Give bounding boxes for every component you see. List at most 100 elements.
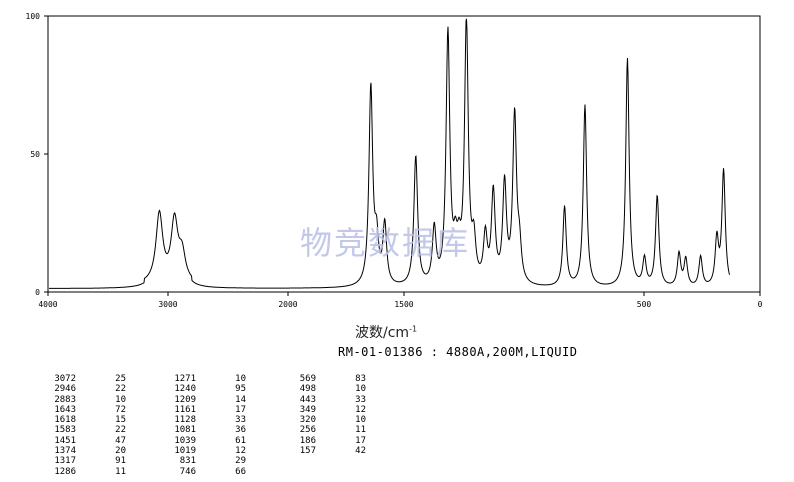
peak-table-row: 3072 25 (48, 374, 126, 384)
peak-table-row: 831 29 (168, 456, 246, 466)
peak-wavenumber: 443 (299, 394, 316, 405)
peak-table-row: 1286 11 (48, 467, 126, 477)
peak-intensity: 22 (115, 425, 126, 436)
peak-wavenumber: 1643 (54, 404, 76, 415)
spectrum-info: RM-01-01386 : 4880A,200M,LIQUID (338, 345, 578, 359)
peak-table-row: 1081 36 (168, 425, 246, 435)
peak-table-row: 157 42 (288, 446, 366, 456)
peak-wavenumber: 1317 (54, 456, 76, 467)
peak-wavenumber: 831 (179, 456, 196, 467)
peak-table-row: 349 12 (288, 405, 366, 415)
x-tick-label: 500 (637, 300, 652, 309)
peak-wavenumber: 1618 (54, 415, 76, 426)
peak-wavenumber: 1019 (174, 446, 196, 457)
peak-table-column-1: 3072 25 2946 22 2883 10 1643 72 1618 15 1583 22 1451… (48, 374, 126, 477)
spectrum-plot: 4000 3000 2000 1500 500 0 0 50 100 (26, 12, 763, 309)
peak-table-row: 1618 15 (48, 415, 126, 425)
peak-wavenumber: 256 (299, 425, 316, 436)
peak-wavenumber: 2946 (54, 384, 76, 395)
peak-table-row: 746 66 (168, 467, 246, 477)
peak-intensity: 15 (115, 415, 126, 426)
peak-table-row: 1019 12 (168, 446, 246, 456)
peak-table-row: 1643 72 (48, 405, 126, 415)
peak-wavenumber: 746 (179, 466, 196, 477)
axis-ticks: 4000 3000 2000 1500 500 0 0 50 100 (26, 12, 763, 309)
peak-table-column-2: 1271 10 1240 95 1209 14 1161 17 1128 33 1081 36 1039… (168, 374, 246, 477)
y-tick-label: 100 (26, 12, 41, 21)
peak-wavenumber: 1583 (54, 425, 76, 436)
x-tick-label: 3000 (158, 300, 177, 309)
y-tick-label: 0 (35, 288, 40, 297)
peak-intensity: 25 (115, 374, 126, 384)
peak-wavenumber: 1081 (174, 425, 196, 436)
peak-table-row: 569 83 (288, 374, 366, 384)
peak-table-row: 256 11 (288, 425, 366, 435)
peak-table-row: 1039 61 (168, 436, 246, 446)
peak-intensity: 17 (235, 404, 246, 415)
peak-table-row: 1374 20 (48, 446, 126, 456)
peak-wavenumber: 1128 (174, 415, 196, 426)
peak-wavenumber: 349 (299, 404, 316, 415)
peak-table-row: 186 17 (288, 436, 366, 446)
peak-wavenumber: 1240 (174, 384, 196, 395)
peak-intensity: 61 (235, 435, 246, 446)
peak-wavenumber: 3072 (54, 374, 76, 384)
peak-table-row: 2946 22 (48, 384, 126, 394)
peak-table-row: 320 10 (288, 415, 366, 425)
x-axis-label-superscript: -1 (409, 324, 418, 334)
peak-table-row: 498 10 (288, 384, 366, 394)
peak-table-row: 1583 22 (48, 425, 126, 435)
peak-wavenumber: 569 (299, 374, 316, 384)
peak-intensity: 47 (115, 435, 126, 446)
peak-wavenumber: 1451 (54, 435, 76, 446)
peak-intensity: 14 (235, 394, 246, 405)
peak-table-row: 443 33 (288, 395, 366, 405)
peak-table-row: 1209 14 (168, 395, 246, 405)
peak-intensity: 36 (235, 425, 246, 436)
peak-intensity: 33 (355, 394, 366, 405)
x-axis-label: 波数/cm-1 (355, 322, 417, 342)
peak-intensity: 10 (355, 415, 366, 426)
peak-intensity: 12 (235, 446, 246, 457)
peak-intensity: 83 (355, 374, 366, 384)
peak-wavenumber: 1209 (174, 394, 196, 405)
peak-intensity: 22 (115, 384, 126, 395)
peak-intensity: 91 (115, 456, 126, 467)
x-tick-label: 2000 (278, 300, 297, 309)
peak-wavenumber: 1161 (174, 404, 196, 415)
peak-intensity: 20 (115, 446, 126, 457)
peak-table-row: 1128 33 (168, 415, 246, 425)
peak-intensity: 33 (235, 415, 246, 426)
peak-intensity: 10 (355, 384, 366, 395)
peak-table-row: 1451 47 (48, 436, 126, 446)
peak-wavenumber: 1039 (174, 435, 196, 446)
peak-table-row: 1161 17 (168, 405, 246, 415)
peak-table-row: 1271 10 (168, 374, 246, 384)
peak-wavenumber: 1271 (174, 374, 196, 384)
spectrum-series-line (49, 18, 730, 289)
peak-wavenumber: 1286 (54, 466, 76, 477)
peak-wavenumber: 1374 (54, 446, 76, 457)
peak-intensity: 10 (235, 374, 246, 384)
peak-intensity: 11 (355, 425, 366, 436)
peak-table-row: 2883 10 (48, 395, 126, 405)
y-tick-label: 50 (30, 150, 40, 159)
peak-wavenumber: 186 (299, 435, 316, 446)
peak-table-row: 1317 91 (48, 456, 126, 466)
peak-wavenumber: 498 (299, 384, 316, 395)
x-axis-label-text: 波数/cm (355, 325, 410, 341)
peak-intensity: 72 (115, 404, 126, 415)
peak-wavenumber: 320 (299, 415, 316, 426)
peak-wavenumber: 2883 (54, 394, 76, 405)
peak-intensity: 29 (235, 456, 246, 467)
peak-table-row: 1240 95 (168, 384, 246, 394)
x-tick-label: 0 (758, 300, 763, 309)
peak-intensity: 66 (235, 466, 246, 477)
peak-wavenumber: 157 (299, 446, 316, 457)
peak-intensity: 95 (235, 384, 246, 395)
x-tick-label: 1500 (394, 300, 413, 309)
peak-intensity: 42 (355, 446, 366, 457)
peak-intensity: 17 (355, 435, 366, 446)
peak-table-column-3: 569 83 498 10 443 33 349 12 320 10 256 11 186 17 157 42 (288, 374, 366, 456)
peak-intensity: 10 (115, 394, 126, 405)
